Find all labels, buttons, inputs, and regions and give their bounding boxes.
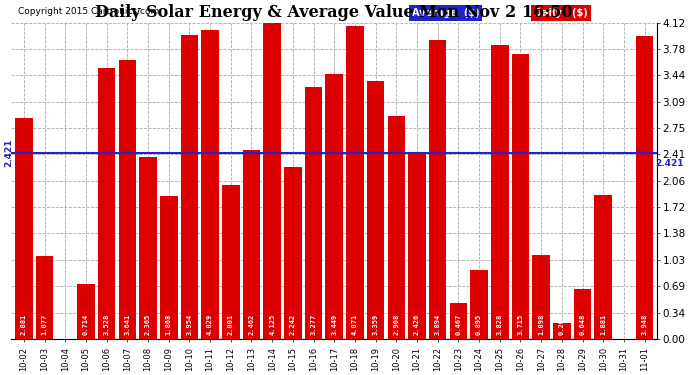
Title: Daily Solar Energy & Average Value Mon Nov 2 16:50: Daily Solar Energy & Average Value Mon N… (95, 4, 573, 21)
Text: 2.242: 2.242 (290, 314, 296, 335)
Text: 4.071: 4.071 (352, 314, 358, 335)
Text: 3.828: 3.828 (497, 314, 503, 335)
Bar (491, 45, 509, 339)
Text: 0.714: 0.714 (83, 314, 89, 335)
Bar (98, 68, 115, 339)
Bar (388, 116, 405, 339)
Text: 1.868: 1.868 (166, 314, 172, 335)
Text: 2.421: 2.421 (655, 159, 684, 168)
Text: 1.098: 1.098 (538, 314, 544, 335)
Text: Daily   ($): Daily ($) (534, 8, 588, 18)
Text: 3.359: 3.359 (373, 314, 379, 335)
Text: 3.528: 3.528 (104, 314, 110, 335)
Bar (36, 256, 53, 339)
Text: 0.895: 0.895 (476, 314, 482, 335)
Bar (574, 290, 591, 339)
Text: 3.449: 3.449 (331, 314, 337, 335)
Bar (429, 40, 446, 339)
Bar (595, 195, 612, 339)
Text: 3.641: 3.641 (124, 314, 130, 335)
Bar (15, 118, 32, 339)
Text: 1.881: 1.881 (600, 314, 607, 335)
Bar (635, 36, 653, 339)
Bar (305, 87, 322, 339)
Bar (326, 74, 343, 339)
Text: 1.077: 1.077 (41, 314, 48, 335)
Text: 0.467: 0.467 (455, 314, 462, 335)
Bar (553, 323, 571, 339)
Text: 0.648: 0.648 (580, 314, 586, 335)
Text: Copyright 2015 Cartronics.com: Copyright 2015 Cartronics.com (18, 8, 159, 16)
Bar (139, 158, 157, 339)
Bar (471, 270, 488, 339)
Text: Average  ($): Average ($) (412, 8, 480, 18)
Text: 4.029: 4.029 (207, 314, 213, 335)
Bar (346, 27, 364, 339)
Bar (408, 153, 426, 339)
Bar (243, 150, 260, 339)
Bar (201, 30, 219, 339)
Text: 2.421: 2.421 (5, 139, 14, 167)
Text: 2.908: 2.908 (393, 314, 400, 335)
Bar (119, 60, 136, 339)
Text: 3.894: 3.894 (435, 314, 441, 335)
Bar (160, 196, 177, 339)
Bar (367, 81, 384, 339)
Bar (450, 303, 467, 339)
Bar (181, 36, 198, 339)
Text: 2.462: 2.462 (248, 314, 255, 335)
Text: 2.426: 2.426 (414, 314, 420, 335)
Text: 3.954: 3.954 (186, 314, 193, 335)
Text: 2.881: 2.881 (21, 314, 27, 335)
Text: 4.125: 4.125 (269, 314, 275, 335)
Text: 2.365: 2.365 (145, 314, 151, 335)
Bar (264, 22, 281, 339)
Bar (284, 167, 302, 339)
Bar (77, 284, 95, 339)
Text: 3.277: 3.277 (310, 314, 317, 335)
Bar (533, 255, 550, 339)
Text: 3.948: 3.948 (642, 314, 648, 335)
Bar (512, 54, 529, 339)
Text: 2.001: 2.001 (228, 314, 234, 335)
Text: 0.207: 0.207 (559, 314, 565, 335)
Bar (222, 185, 239, 339)
Text: 3.715: 3.715 (518, 314, 524, 335)
